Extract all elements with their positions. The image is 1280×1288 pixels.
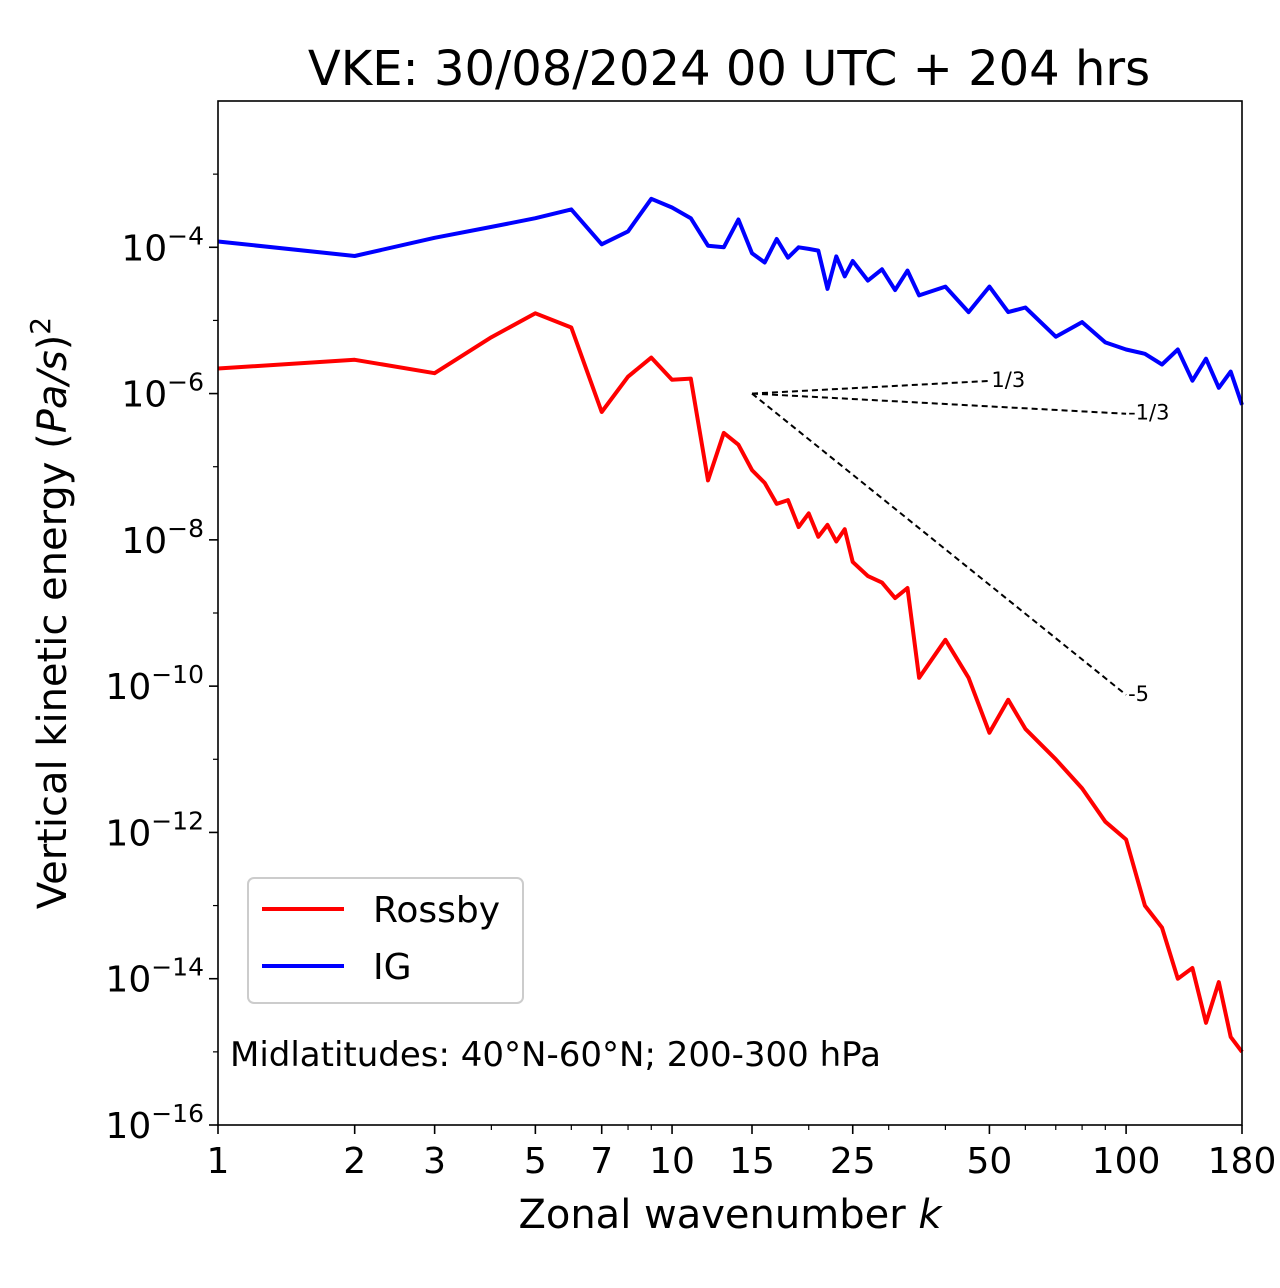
reference-line-1 <box>751 392 1127 415</box>
region-annotation: Midlatitudes: 40°N-60°N; 200-300 hPa <box>230 1035 881 1075</box>
y-tick-label: 10−16 <box>105 1099 204 1147</box>
chart-title: VKE: 30/08/2024 00 UTC + 204 hrs <box>308 41 1150 97</box>
x-tick-label: 10 <box>649 1141 695 1182</box>
x-tick-label: 15 <box>729 1141 775 1182</box>
x-tick-label: 25 <box>830 1141 876 1182</box>
legend-label-rossby: Rossby <box>373 890 500 931</box>
reference-line-2 <box>751 392 1127 696</box>
x-tick-label: 1 <box>207 1141 230 1182</box>
legend: Rossby IG <box>247 877 524 1004</box>
y-tick-label: 10−10 <box>105 660 204 708</box>
x-axis-label: Zonal wavenumber k <box>518 1192 943 1238</box>
reference-label-0: 1/3 <box>991 368 1025 392</box>
y-axis-label: Vertical kinetic energy (Pa/s)2 <box>24 317 76 909</box>
x-axis: 1 2 3 5 7 10 15 25 50 100 180 <box>207 1125 1277 1182</box>
y-tick-label: 10−12 <box>105 806 204 854</box>
series-line-ig <box>217 196 1244 406</box>
x-tick-label: 7 <box>590 1141 613 1182</box>
y-tick-label: 10−6 <box>121 368 204 416</box>
y-tick-label: 10−14 <box>105 953 204 1001</box>
reference-label-1: -1/3 <box>1128 401 1169 425</box>
x-tick-label: 180 <box>1208 1141 1277 1182</box>
x-tick-label: 3 <box>423 1141 446 1182</box>
x-tick-label: 100 <box>1092 1141 1161 1182</box>
y-axis: 10−4 10−6 10−8 10−10 10−12 10−14 10−16 <box>105 173 218 1147</box>
x-tick-label: 2 <box>343 1141 366 1182</box>
x-tick-label: 5 <box>524 1141 547 1182</box>
x-tick-label: 50 <box>967 1141 1013 1182</box>
y-tick-label: 10−8 <box>121 514 204 562</box>
y-tick-label: 10−4 <box>121 221 204 269</box>
series-layer <box>217 196 1244 1054</box>
reference-lines: 1/3 -1/3 -5 <box>751 368 1169 706</box>
series-line-rossby <box>217 311 1244 1054</box>
reference-label-2: -5 <box>1128 682 1149 706</box>
legend-label-ig: IG <box>373 947 412 988</box>
